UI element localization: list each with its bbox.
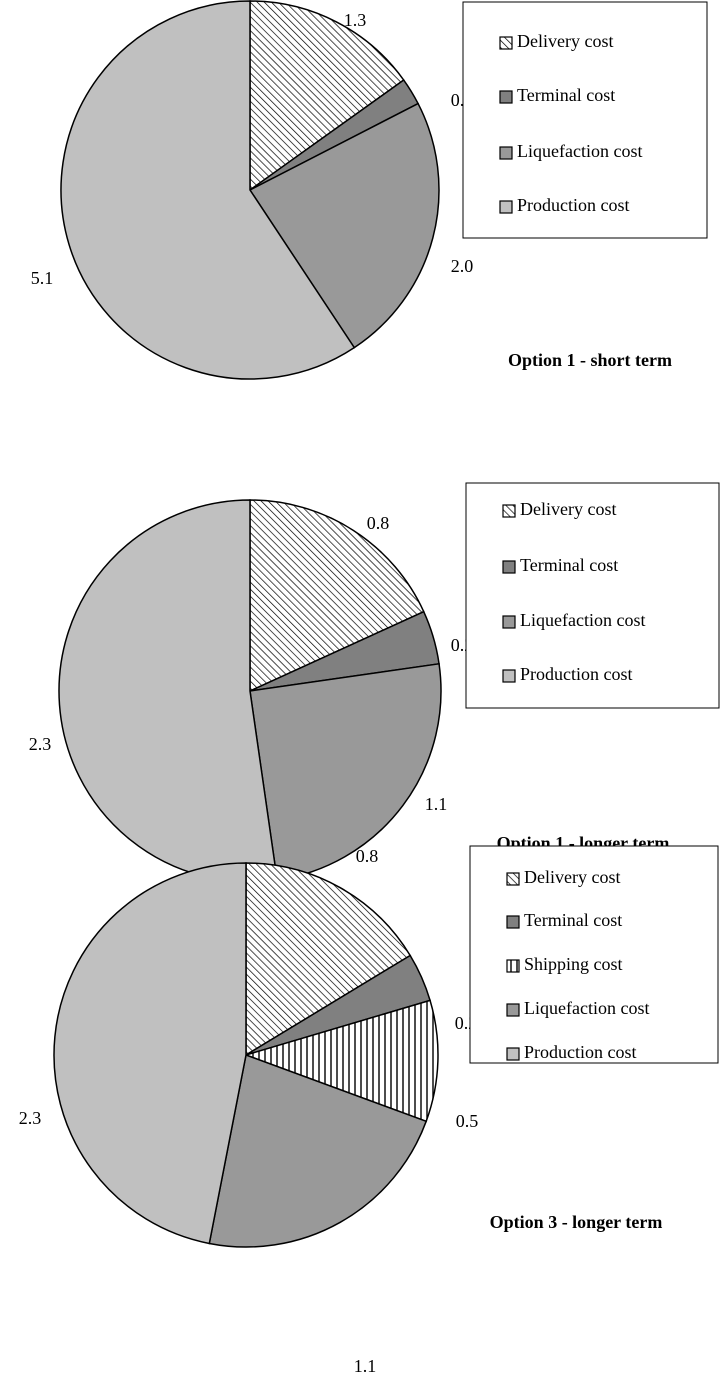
pie-slice [243,999,439,1123]
legend-label: Terminal cost [517,85,615,105]
data-label: 2.0 [451,256,474,276]
data-label: 0.8 [356,846,379,866]
legend-swatch [502,504,516,518]
data-label: 1.3 [344,10,367,30]
data-label: 0.5 [456,1111,479,1131]
legend-swatch [499,36,513,50]
chart-title: Option 1 - short term [508,350,672,370]
legend-label: Liquefaction cost [524,998,649,1018]
chart-title: Option 3 - longer term [490,1212,663,1232]
pie-slice [58,499,279,883]
legend-swatch [506,959,520,973]
data-label: 0.8 [367,513,390,533]
legend-swatch [506,915,520,929]
pie-slice [249,499,425,693]
data-label: 2.3 [29,734,52,754]
pie-slice [248,102,440,349]
legend-swatch [506,1003,520,1017]
legend-label: Production cost [520,664,633,684]
pie-slice [249,0,405,192]
pie-slice [208,1053,428,1248]
legend-label: Shipping cost [524,954,623,974]
legend-label: Production cost [524,1042,637,1062]
legend-label: Liquefaction cost [520,610,645,630]
legend-label: Delivery cost [520,499,616,519]
legend-label: Liquefaction cost [517,141,642,161]
data-label: 1.1 [354,1356,377,1376]
legend-label: Terminal cost [524,910,622,930]
legend-swatch [506,1047,520,1061]
legend-label: Production cost [517,195,630,215]
data-label: 5.1 [31,268,54,288]
legend-swatch [502,560,516,574]
legend-swatch [502,615,516,629]
data-label: 1.1 [425,794,448,814]
legend-label: Delivery cost [517,31,613,51]
legend-label: Delivery cost [524,867,620,887]
pie-slice [53,862,247,1245]
pie-slice [60,0,356,380]
legend-swatch [502,669,516,683]
legend-label: Terminal cost [520,555,618,575]
data-label: 2.3 [19,1108,42,1128]
legend-box [462,1,708,239]
legend-swatch [499,90,513,104]
pie-slice [245,862,412,1057]
legend-swatch [499,200,513,214]
legend-swatch [506,872,520,886]
pie-slice [249,662,442,881]
legend-swatch [499,146,513,160]
